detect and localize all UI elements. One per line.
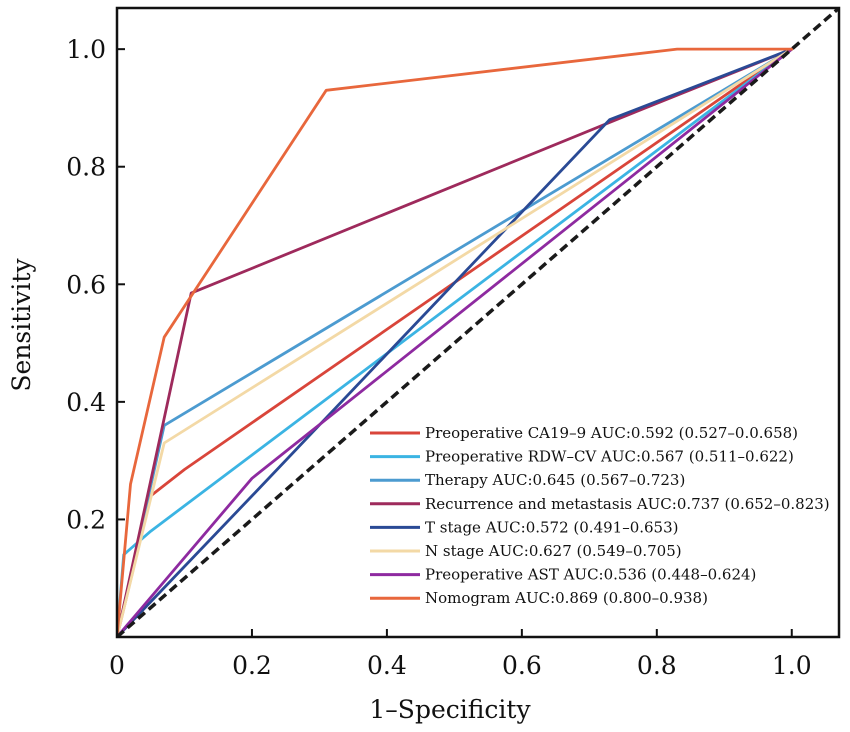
y-tick-label: 0.4 xyxy=(66,388,106,417)
reference-diagonal-line xyxy=(117,8,839,637)
legend-label: Preoperative AST AUC:0.536 (0.448–0.624) xyxy=(425,566,756,584)
legend-label: Nomogram AUC:0.869 (0.800–0.938) xyxy=(425,589,708,607)
series-layer xyxy=(117,47,794,637)
legend-label: T stage AUC:0.572 (0.491–0.653) xyxy=(425,518,679,536)
x-tick-label: 0.8 xyxy=(637,651,677,680)
y-tick-label: 1.0 xyxy=(66,35,106,64)
legend-label: Preoperative RDW–CV AUC:0.567 (0.511–0.6… xyxy=(425,448,794,466)
y-tick-label: 0.2 xyxy=(66,505,106,534)
legend-label: Recurrence and metastasis AUC:0.737 (0.6… xyxy=(425,495,830,513)
y-tick-label: 0.6 xyxy=(66,270,106,299)
y-tick-label: 0.8 xyxy=(66,153,106,182)
x-tick-label: 0.4 xyxy=(367,651,407,680)
x-axis-title: 1–Specificity xyxy=(369,695,531,724)
x-tick-label: 1.0 xyxy=(772,651,812,680)
roc-series-line xyxy=(117,47,794,637)
x-tick-label: 0.2 xyxy=(232,651,272,680)
roc-series-line xyxy=(117,47,794,637)
y-axis-title: Sensitivity xyxy=(7,258,36,392)
legend-label: N stage AUC:0.627 (0.549–0.705) xyxy=(425,542,682,560)
plot-frame xyxy=(115,6,841,639)
x-tick-label: 0.6 xyxy=(502,651,542,680)
roc-series-line xyxy=(117,47,794,637)
legend-label: Therapy AUC:0.645 (0.567–0.723) xyxy=(425,471,685,489)
reference-layer xyxy=(117,8,839,637)
legend-label: Preoperative CA19–9 AUC:0.592 (0.527–0.0… xyxy=(425,424,798,442)
tick-layer: 0 0.2 0.4 0.6 0.8 1.0 0.2 0.4 0.6 0.8 1.0 xyxy=(66,35,811,680)
x-tick-label: 0 xyxy=(109,651,125,680)
legend: Preoperative CA19–9 AUC:0.592 (0.527–0.0… xyxy=(370,424,830,607)
roc-series-line xyxy=(117,47,794,637)
